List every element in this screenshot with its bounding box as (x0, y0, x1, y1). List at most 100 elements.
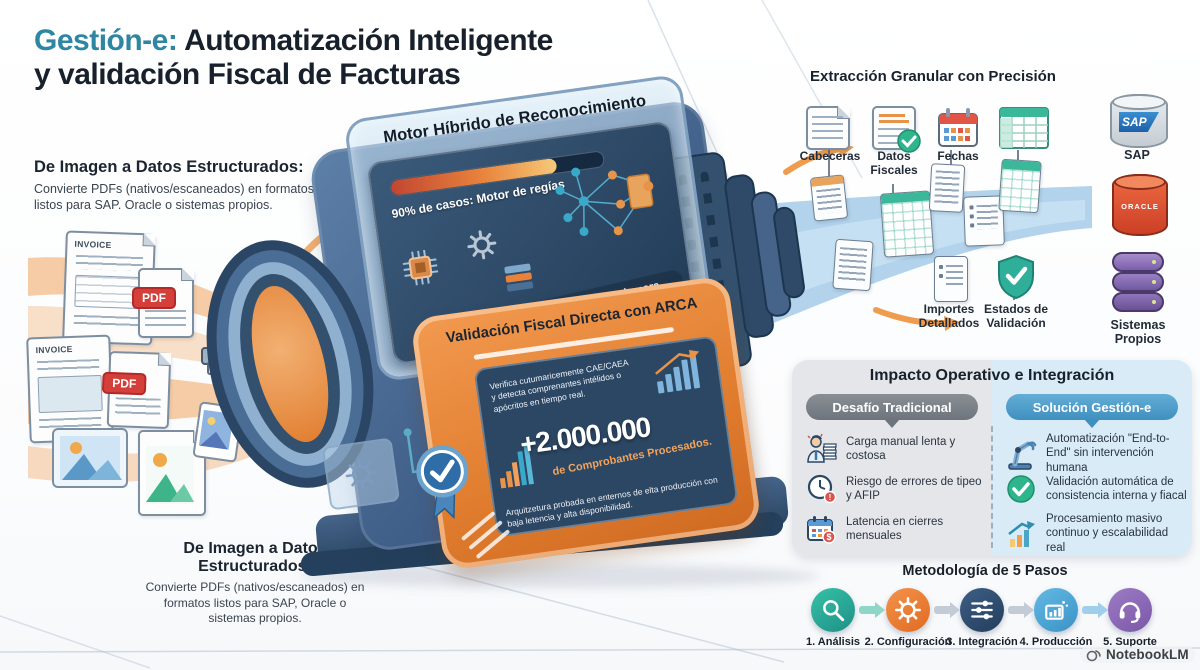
bottom-description-block: De Imagen a Datos Estructurados: Convier… (145, 540, 365, 627)
stream-doc (928, 163, 966, 213)
step-arrow (1008, 606, 1026, 614)
doc-lines (75, 254, 143, 272)
clock-icon: ! (804, 472, 838, 506)
photo-icon-blue (52, 428, 128, 488)
panel-stripe (475, 529, 511, 560)
sap-label: SAP (1124, 148, 1150, 162)
watermark-text: NotebookLM (1106, 647, 1189, 662)
headers-doc-icon (806, 106, 850, 150)
doc-lines (114, 397, 161, 419)
step-integration-icon (960, 588, 1004, 632)
invoice-label: INVOICE (74, 238, 112, 251)
chip-icon (402, 249, 439, 286)
neural-network-icon (555, 167, 654, 237)
pdf-file-icon: PDF (132, 268, 194, 338)
verified-badge (410, 439, 476, 521)
stream-doc (832, 238, 874, 292)
step-label-support: 5. Suporte (1103, 636, 1157, 648)
doc-lines (145, 310, 186, 328)
traditional-item-text: Carga manual lenta y costosa (846, 435, 956, 462)
doc-lines (73, 314, 141, 330)
step-arrow (1082, 606, 1100, 614)
traditional-item-text: Riesgo de errores de tipeo y AFIP (846, 475, 982, 502)
page-title: Gestión-e: Automatización Inteligente y … (34, 24, 553, 92)
server-stack-icon (506, 281, 534, 292)
step-arrow-head (875, 602, 885, 618)
gear-plate (321, 437, 401, 511)
solution-item-row: Automatización "End-to-End" sin interven… (1004, 432, 1188, 475)
gear-outline-icon (345, 458, 377, 490)
step-production-icon (1034, 588, 1078, 632)
recognition-inner-panel: 90% de casos: Motor de regías (366, 120, 698, 366)
stream-spreadsheet (879, 190, 935, 258)
column-divider (991, 426, 993, 548)
doc-lines (37, 358, 100, 372)
stream-doc-orange-header (809, 174, 849, 222)
oracle-logo: ORACLE (1121, 202, 1159, 211)
step-support-icon (1108, 588, 1152, 632)
custom-systems-label: Sistemas Propios (1110, 318, 1166, 347)
notebooklm-logo-icon (1086, 649, 1101, 661)
invoice-table (37, 374, 103, 414)
left-description-block: De Imagen a Datos Estructurados: Convier… (34, 158, 326, 214)
sap-database-icon: SAP (1110, 94, 1168, 148)
stream-table (998, 158, 1042, 214)
manual-worker-icon (804, 432, 838, 466)
impact-right-half (992, 360, 1192, 556)
step-label-configuration: 2. Configuración (864, 636, 952, 648)
solution-header-pill: Solución Gestión-e (1006, 394, 1178, 420)
fiscal-data-doc-icon (872, 106, 921, 153)
fiscal-footnote: Arquitzetura probada en enternos de elta… (504, 474, 719, 529)
step-label-integration: 3. Integración (946, 636, 1018, 648)
growth-bars-icon (655, 349, 701, 394)
calendar-dollar-icon: $ (804, 512, 838, 546)
extraction-title: Extracción Granular con Precisión (810, 68, 1056, 85)
sap-logo: SAP (1119, 112, 1159, 132)
impact-panel: Impacto Operativo e Integración Desafío … (792, 360, 1192, 556)
mountain-graphic (146, 446, 194, 504)
pdf-badge: PDF (132, 287, 176, 310)
traditional-item-row: ! Riesgo de errores de tipeo y AFIP (804, 472, 988, 506)
robot-arm-icon (1004, 437, 1038, 471)
title-rest: Automatización Inteligente (177, 24, 553, 57)
step-arrow-head (950, 602, 960, 618)
step-label-production: 4. Producción (1019, 636, 1093, 648)
table-icon (998, 106, 1050, 150)
oracle-database-icon: ORACLE (1112, 174, 1168, 236)
validation-shield-icon (998, 254, 1034, 300)
solution-item-text: Validación automática de consistencia in… (1046, 475, 1187, 502)
photo-file-icon-green (138, 430, 206, 516)
step-arrow (859, 606, 877, 614)
pdf-file-icon-2: PDF (101, 350, 172, 430)
traditional-item-text: Latencia en cierres mensuales (846, 515, 944, 542)
step-configuration-icon (886, 588, 930, 632)
label-estados-validacion: Estados de Validación (983, 302, 1049, 330)
impact-title: Impacto Operativo e Integración (869, 367, 1115, 384)
page-fold (143, 233, 156, 246)
growth-chart-icon (1004, 517, 1038, 551)
solution-item-row: Validación automática de consistencia in… (1004, 472, 1188, 506)
notebooklm-watermark: NotebookLM (1080, 646, 1195, 663)
svg-text:!: ! (829, 493, 832, 502)
step-label-analysis: 1. Análisis (805, 636, 860, 648)
mini-bars-icon (499, 442, 534, 489)
solution-item-row: Procesamiento masivo continuo y escalabi… (1004, 512, 1188, 555)
solution-item-text: Procesamiento masivo continuo y escalabi… (1046, 513, 1169, 554)
invoice-label: INVOICE (35, 343, 73, 356)
recognition-glass-panel: Motor Híbrido de Reconocimiento 90% de c… (343, 73, 717, 383)
pdf-badge: PDF (101, 371, 147, 395)
label-fechas: Fechas (937, 149, 979, 163)
traditional-item-row: $ Latencia en cierres mensuales (804, 512, 988, 546)
page-fold (158, 352, 172, 366)
step-analysis-icon (811, 588, 855, 632)
custom-systems-database-icon (1112, 252, 1164, 314)
fiscal-description: Verifica cutumaricemente CAE/CAEA y dete… (488, 357, 629, 415)
left-block-body: Convierte PDFs (nativos/escaneados) en f… (34, 182, 314, 213)
page-fold (182, 268, 194, 280)
pill-pointer (884, 419, 900, 428)
brand-name: Gestión-e: (34, 24, 178, 57)
step-arrow-head (1098, 602, 1108, 618)
title-line-2: y validación Fiscal de Facturas (34, 58, 461, 91)
fiscal-validation-panel: Validación Fiscal Directa con ARCA Verif… (409, 274, 763, 572)
